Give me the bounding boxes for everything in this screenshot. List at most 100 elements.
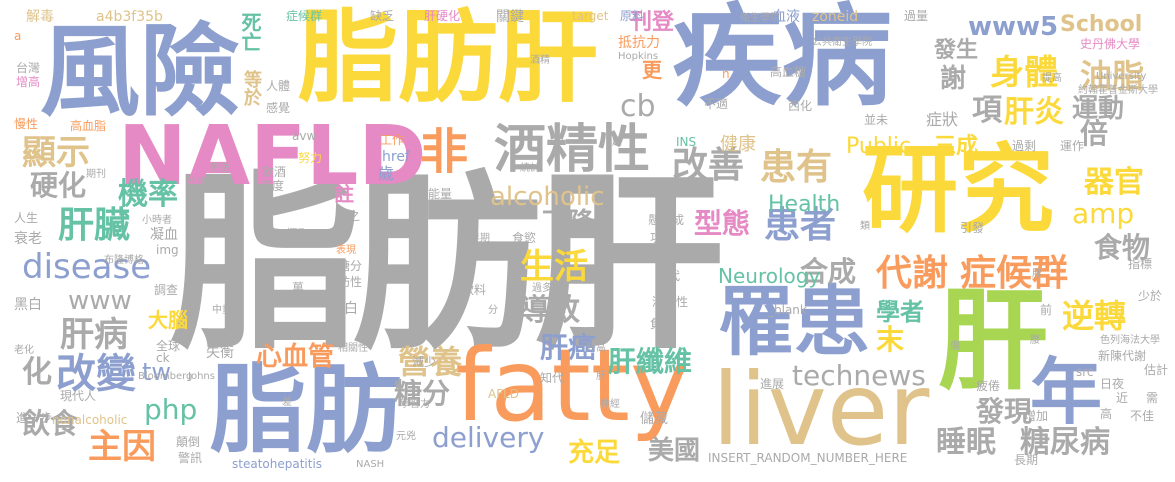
word-huanyou: 患有	[760, 147, 833, 188]
word-quefa: 缺乏	[370, 9, 395, 23]
word-yuanbi: 元兇	[396, 431, 416, 442]
word-sihang: 死亡	[238, 12, 262, 52]
word-xiajiang: 下降	[542, 208, 595, 238]
word-fengxian: 風險	[40, 13, 240, 130]
word-jiujingxing-small: 酒精性	[652, 295, 689, 309]
word-weisheng: 衛生學院	[740, 13, 780, 24]
word-xinxueguan: 心血管	[256, 342, 335, 372]
word-target: target	[572, 9, 609, 23]
word-renmai: 人體	[266, 79, 291, 93]
word-gaoxuetang: 高血糖	[770, 65, 807, 79]
word-yinliao: 飲料	[462, 283, 487, 297]
word-jibing: 疾病	[672, 0, 892, 121]
word-sancheng: 三成	[934, 134, 979, 159]
word-jinzhan: 進展	[760, 377, 785, 391]
word-gan: 肝	[938, 277, 1048, 405]
word-jiujingxing: 酒精性	[494, 120, 651, 180]
word-gaodu: 高度	[260, 179, 285, 193]
word-manxing: 慢性	[14, 117, 39, 131]
word-xuebaoshao: 過多	[532, 283, 552, 294]
word-delivery: delivery	[432, 421, 545, 454]
word-xie: 謝	[940, 64, 967, 94]
word-tigao: 提高	[1042, 73, 1062, 84]
word-ningxue: 凝血	[150, 227, 178, 243]
word-buguan: 布隆博格	[104, 255, 144, 266]
word-ganyinghua: 肝硬化	[424, 9, 461, 23]
word-xingtai: 型態	[694, 207, 751, 240]
word-diaocha: 調查	[154, 283, 179, 297]
word-ganzang: 肝臟	[58, 205, 131, 246]
word-bei: 倍	[1080, 117, 1109, 150]
word-yuanliao: 原料	[620, 9, 645, 23]
word-bujia: 不佳	[1130, 409, 1155, 423]
word-sheqi: 攝取	[286, 227, 311, 241]
word-tangfen: 糖分	[394, 377, 451, 410]
word-dana: 大腦	[148, 308, 188, 332]
word-jiankang: 健康	[720, 134, 756, 155]
word-renshen: 人生	[14, 211, 39, 225]
word-liver: liver	[712, 351, 930, 468]
word-tongji: 統計	[520, 163, 540, 174]
word-nafld: NAFLD	[118, 109, 427, 204]
word-youzhi: 油脂	[1080, 57, 1145, 95]
word-danbai: 蛋白	[330, 301, 358, 317]
word-a: a	[14, 29, 22, 43]
word-faxian: 發現	[976, 395, 1033, 428]
word-guoshang: 過剩	[1012, 139, 1037, 153]
word-jilv: 機率	[118, 177, 178, 212]
word-yinghua: 硬化	[30, 169, 87, 202]
word-shang: 傷	[950, 341, 960, 352]
word-xinchendaixie: 新陳代謝	[1098, 349, 1147, 363]
word-zhuyin: 主因	[88, 427, 156, 467]
word-yinfa: 引發	[960, 221, 985, 235]
word-hash: a4b3f35b	[96, 9, 163, 25]
word-selie: 色列海法大學	[1100, 335, 1160, 346]
word-meiguo: 美國	[648, 436, 701, 466]
word-nengliang: 能量	[428, 187, 453, 201]
word-xiang: 項	[972, 93, 1002, 128]
word-www5: www5	[968, 12, 1059, 42]
word-gaotangfen: 高糖分	[326, 259, 363, 273]
word-xihua: 西化	[788, 99, 813, 113]
word-pang: 胖	[1032, 269, 1042, 280]
word-blank: _blank	[768, 303, 807, 317]
word-fen: 分	[488, 305, 498, 316]
word-dikangli: 抵抗力	[618, 35, 660, 51]
word-guanjian: 關鍵	[496, 9, 524, 25]
word-php: php	[144, 393, 198, 426]
word-zoneid: zoneid	[812, 9, 859, 25]
word-gongzuo: 工作	[380, 133, 405, 147]
word-neurology: Neurology	[718, 264, 821, 288]
word-zaoqi: 早期	[470, 233, 490, 244]
word-ck: ck	[156, 351, 170, 365]
word-chongzu: 充足	[568, 438, 621, 468]
word-zengjia: 增加	[1024, 409, 1049, 423]
word-johns: Johns	[188, 371, 215, 382]
word-shaoyu: 少於	[1138, 289, 1163, 303]
word-nuli: 努力	[298, 151, 323, 165]
word-sui: 歲	[378, 164, 395, 183]
word-yao: 腰	[1030, 335, 1040, 346]
word-binglun: 並未	[864, 113, 889, 127]
word-lei: 類	[860, 221, 870, 232]
word-href: href	[382, 149, 410, 165]
word-fei: 非	[420, 124, 469, 180]
word-shuaijiao: 衰老	[14, 231, 42, 247]
word-qiguan: 器官	[1084, 165, 1144, 200]
word-xuezhe: 學者	[876, 298, 924, 326]
word-quanqiu: 全球	[156, 339, 181, 353]
word-www: www	[68, 286, 132, 316]
word-zhu: 註	[334, 182, 354, 206]
word-gonggongweisheng: 公共衛生學院	[812, 37, 872, 48]
word-yinjiu: 飲酒	[262, 165, 287, 179]
word-shengao: 升高	[586, 343, 606, 354]
word-shiyu2: 史丹佛大學	[1080, 37, 1141, 51]
word-yunzuo: 運作	[1060, 139, 1085, 153]
word-zhenghouqun: 症候群	[960, 253, 1069, 294]
word-yingyang: 營養	[398, 343, 463, 381]
word-mo: 末	[876, 323, 905, 356]
word-jin: 近	[1116, 391, 1129, 405]
word-ganyan: 肝炎	[1004, 95, 1064, 130]
word-xueye: 血液	[772, 9, 800, 25]
